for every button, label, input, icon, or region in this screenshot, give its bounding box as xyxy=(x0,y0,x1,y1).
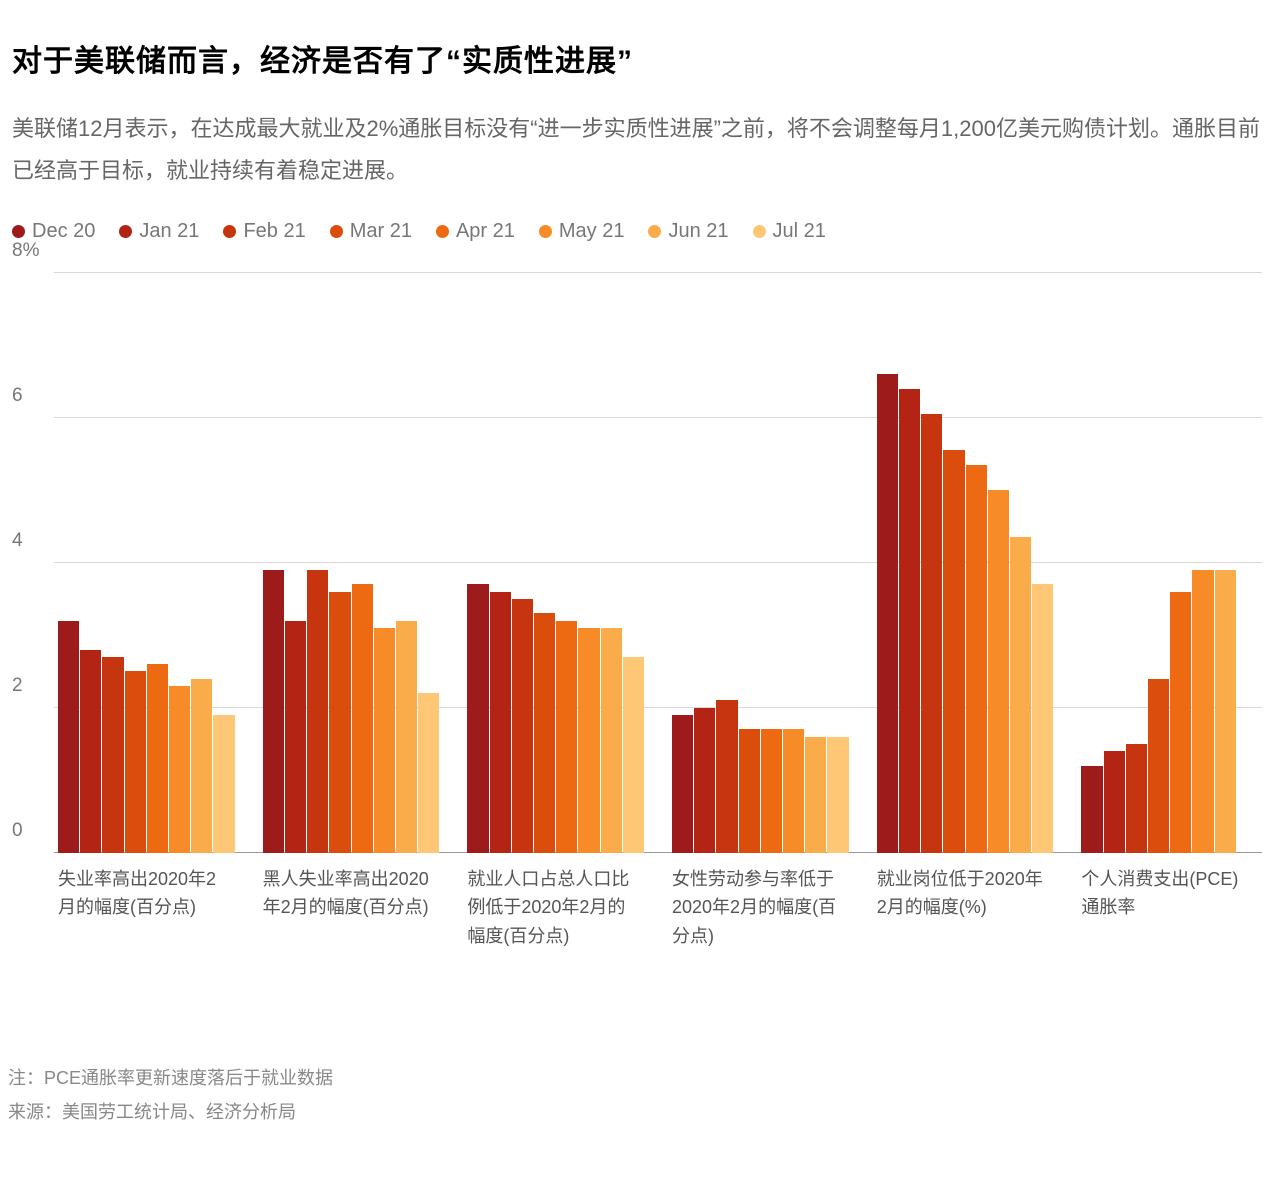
bar xyxy=(921,414,942,853)
bar xyxy=(1170,592,1191,853)
bar xyxy=(694,708,715,853)
legend-item: Jul 21 xyxy=(753,220,826,243)
bar xyxy=(1215,570,1236,853)
bar-group xyxy=(263,273,440,853)
y-axis-label: 4 xyxy=(12,530,50,552)
y-axis-label: 6 xyxy=(12,385,50,407)
bar xyxy=(578,628,599,853)
bar xyxy=(988,490,1009,853)
bar-groups xyxy=(54,273,1262,853)
legend-dot-icon xyxy=(12,225,25,238)
bar-group xyxy=(672,273,849,853)
bar xyxy=(374,628,395,853)
bar xyxy=(512,599,533,853)
bar xyxy=(1010,537,1031,852)
legend-dot-icon xyxy=(119,225,132,238)
x-axis-label: 女性劳动参与率低于2020年2月的幅度(百分点) xyxy=(672,865,849,951)
bar xyxy=(329,592,350,853)
chart-footer: 注：PCE通胀率更新速度落后于就业数据 来源：美国劳工统计局、经济分析局 xyxy=(8,1061,1268,1129)
bar xyxy=(396,621,417,853)
bar xyxy=(1104,751,1125,853)
footer-source: 来源：美国劳工统计局、经济分析局 xyxy=(8,1095,1268,1129)
bar xyxy=(966,465,987,853)
bar xyxy=(418,693,439,853)
bar xyxy=(761,729,782,852)
x-axis-label: 黑人失业率高出2020年2月的幅度(百分点) xyxy=(263,865,440,951)
legend-item: Feb 21 xyxy=(223,220,305,243)
bar xyxy=(601,628,622,853)
bar-group xyxy=(467,273,644,853)
bar xyxy=(805,737,826,853)
x-axis-label: 失业率高出2020年2月的幅度(百分点) xyxy=(58,865,235,951)
y-axis-label: 0 xyxy=(12,820,50,842)
bar xyxy=(490,592,511,853)
bar xyxy=(899,389,920,853)
bar xyxy=(125,671,146,852)
bar xyxy=(716,700,737,852)
legend-label: Mar 21 xyxy=(350,220,412,243)
legend-label: Jun 21 xyxy=(668,220,728,243)
x-axis-label: 就业人口占总人口比例低于2020年2月的幅度(百分点) xyxy=(467,865,644,951)
legend-item: Jan 21 xyxy=(119,220,199,243)
footer-note: 注：PCE通胀率更新速度落后于就业数据 xyxy=(8,1061,1268,1095)
chart-area: 02468% 失业率高出2020年2月的幅度(百分点) 黑人失业率高出2020年2… xyxy=(12,273,1262,951)
x-axis-label: 个人消费支出(PCE)通胀率 xyxy=(1081,865,1258,951)
plot-area: 02468% xyxy=(54,273,1262,853)
bar-group xyxy=(1081,273,1258,853)
bar xyxy=(191,679,212,853)
bar xyxy=(943,450,964,852)
bar-group xyxy=(58,273,235,853)
bar xyxy=(58,621,79,853)
y-axis-label: 8% xyxy=(12,240,50,262)
legend-dot-icon xyxy=(648,225,661,238)
legend-dot-icon xyxy=(753,225,766,238)
bar xyxy=(80,650,101,853)
bar xyxy=(169,686,190,853)
bar xyxy=(1081,766,1102,853)
bar-group xyxy=(877,273,1054,853)
legend-label: Apr 21 xyxy=(456,220,515,243)
bar xyxy=(285,621,306,853)
legend-label: May 21 xyxy=(559,220,625,243)
legend-dot-icon xyxy=(539,225,552,238)
bar xyxy=(827,737,848,853)
legend-dot-icon xyxy=(330,225,343,238)
bar xyxy=(556,621,577,853)
bar xyxy=(672,715,693,853)
bar xyxy=(467,584,488,852)
bar xyxy=(213,715,234,853)
bar xyxy=(102,657,123,853)
x-axis-label: 就业岗位低于2020年2月的幅度(%) xyxy=(877,865,1054,951)
bar xyxy=(1148,679,1169,853)
chart-title: 对于美联储而言，经济是否有了“实质性进展” xyxy=(12,36,1268,80)
bar xyxy=(263,570,284,853)
bar xyxy=(739,729,760,852)
bar xyxy=(1192,570,1213,853)
bar xyxy=(534,613,555,852)
y-axis-label: 2 xyxy=(12,675,50,697)
x-axis-labels: 失业率高出2020年2月的幅度(百分点) 黑人失业率高出2020年2月的幅度(百分… xyxy=(54,865,1262,951)
legend: Dec 20Jan 21Feb 21Mar 21Apr 21May 21Jun … xyxy=(12,220,1268,243)
bar xyxy=(352,584,373,852)
bar xyxy=(877,374,898,853)
bar xyxy=(307,570,328,853)
legend-dot-icon xyxy=(436,225,449,238)
bar xyxy=(1032,584,1053,852)
legend-item: Mar 21 xyxy=(330,220,412,243)
legend-dot-icon xyxy=(223,225,236,238)
legend-item: Apr 21 xyxy=(436,220,515,243)
bar xyxy=(623,657,644,853)
legend-item: May 21 xyxy=(539,220,625,243)
legend-label: Jan 21 xyxy=(139,220,199,243)
legend-label: Feb 21 xyxy=(243,220,305,243)
bar xyxy=(783,729,804,852)
bar xyxy=(1126,744,1147,853)
legend-label: Jul 21 xyxy=(773,220,826,243)
legend-item: Jun 21 xyxy=(648,220,728,243)
bar xyxy=(147,664,168,853)
chart-subtitle: 美联储12月表示，在达成最大就业及2%通胀目标没有“进一步实质性进展”之前，将不… xyxy=(12,108,1262,192)
